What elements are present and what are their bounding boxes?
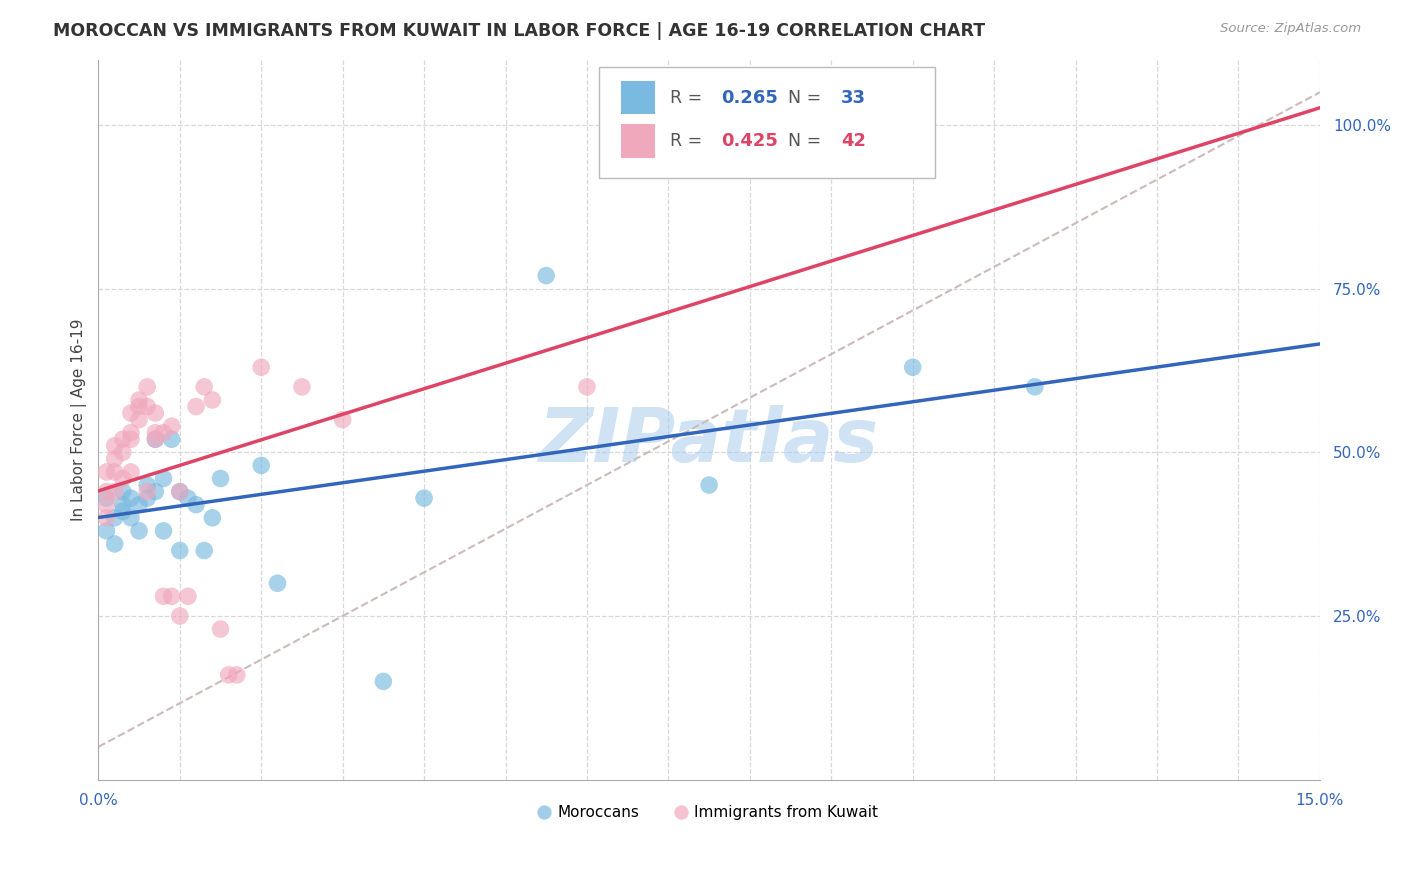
Point: [193, 543, 215, 558]
Point: [143, 406, 166, 420]
Point: [152, 524, 174, 538]
Point: [332, 412, 354, 426]
Text: R =: R =: [671, 89, 707, 107]
Text: 33: 33: [841, 89, 866, 107]
Point: [201, 392, 224, 407]
Point: [143, 432, 166, 446]
Point: [193, 380, 215, 394]
Text: MOROCCAN VS IMMIGRANTS FROM KUWAIT IN LABOR FORCE | AGE 16-19 CORRELATION CHART: MOROCCAN VS IMMIGRANTS FROM KUWAIT IN LA…: [53, 22, 986, 40]
Point: [96, 484, 118, 499]
Point: [96, 524, 118, 538]
Legend: Moroccans, Immigrants from Kuwait: Moroccans, Immigrants from Kuwait: [534, 798, 884, 826]
Point: [104, 465, 127, 479]
Point: [143, 484, 166, 499]
Point: [152, 425, 174, 440]
Point: [373, 674, 395, 689]
Point: [120, 465, 142, 479]
Point: [697, 478, 720, 492]
Point: [534, 268, 557, 283]
Point: [136, 400, 159, 414]
Point: [820, 151, 842, 165]
Text: R =: R =: [671, 132, 707, 150]
Point: [177, 491, 200, 505]
Point: [184, 498, 207, 512]
Point: [218, 668, 240, 682]
Point: [136, 484, 159, 499]
Point: [111, 445, 134, 459]
Point: [111, 471, 134, 485]
Point: [575, 380, 598, 394]
Point: [152, 590, 174, 604]
Point: [209, 622, 232, 636]
Point: [120, 406, 142, 420]
Point: [128, 392, 150, 407]
Point: [169, 484, 191, 499]
Point: [120, 432, 142, 446]
Point: [160, 419, 183, 434]
Point: [413, 491, 436, 505]
Point: [143, 432, 166, 446]
Point: [169, 484, 191, 499]
Point: [177, 590, 200, 604]
Point: [111, 504, 134, 518]
Point: [250, 458, 273, 473]
Point: [128, 412, 150, 426]
Point: [104, 510, 127, 524]
Point: [184, 400, 207, 414]
Point: [160, 590, 183, 604]
Point: [136, 491, 159, 505]
Point: [250, 360, 273, 375]
Point: [152, 471, 174, 485]
Point: [128, 524, 150, 538]
Point: [120, 491, 142, 505]
Text: N =: N =: [789, 132, 827, 150]
Point: [160, 432, 183, 446]
Point: [104, 537, 127, 551]
FancyBboxPatch shape: [621, 124, 655, 158]
Point: [96, 498, 118, 512]
Point: [128, 498, 150, 512]
Point: [128, 400, 150, 414]
Point: [96, 510, 118, 524]
Point: [225, 668, 247, 682]
Point: [111, 498, 134, 512]
Text: Source: ZipAtlas.com: Source: ZipAtlas.com: [1220, 22, 1361, 36]
Point: [266, 576, 288, 591]
Point: [104, 451, 127, 466]
Point: [136, 380, 159, 394]
Point: [209, 471, 232, 485]
Point: [111, 484, 134, 499]
Point: [291, 380, 314, 394]
Point: [169, 609, 191, 624]
Point: [169, 543, 191, 558]
Text: 0.265: 0.265: [721, 89, 778, 107]
Point: [120, 510, 142, 524]
Point: [901, 360, 924, 375]
Text: ZIPatlas: ZIPatlas: [538, 405, 879, 478]
Point: [111, 432, 134, 446]
FancyBboxPatch shape: [621, 81, 655, 114]
Point: [96, 465, 118, 479]
Point: [120, 425, 142, 440]
Point: [201, 510, 224, 524]
Text: 0.425: 0.425: [721, 132, 778, 150]
Text: 42: 42: [841, 132, 866, 150]
Point: [96, 491, 118, 505]
Point: [104, 484, 127, 499]
Point: [143, 425, 166, 440]
Point: [1024, 380, 1046, 394]
Point: [136, 478, 159, 492]
Point: [104, 439, 127, 453]
Text: N =: N =: [789, 89, 827, 107]
Y-axis label: In Labor Force | Age 16-19: In Labor Force | Age 16-19: [72, 318, 87, 521]
FancyBboxPatch shape: [599, 67, 935, 178]
